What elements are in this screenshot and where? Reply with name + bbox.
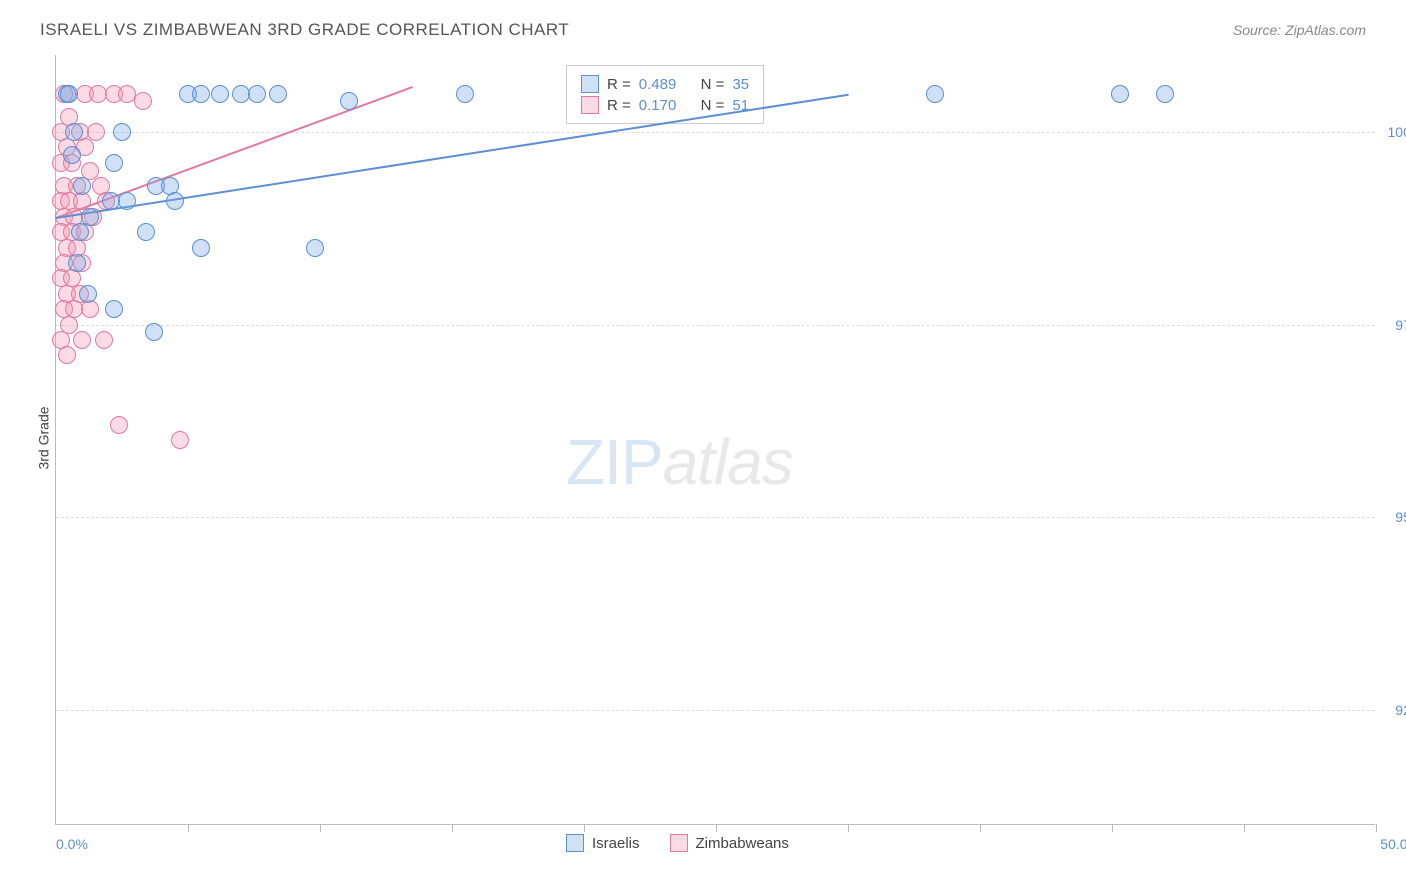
legend-item-zimbabweans: Zimbabweans — [670, 834, 789, 852]
chart-header: ISRAELI VS ZIMBABWEAN 3RD GRADE CORRELAT… — [40, 20, 1366, 40]
gridline — [56, 517, 1375, 518]
n-label: N = — [701, 97, 725, 114]
stats-row-israelis: R = 0.489 N = 35 — [581, 75, 749, 93]
data-point — [87, 123, 105, 141]
data-point — [95, 331, 113, 349]
data-point — [113, 123, 131, 141]
data-point — [269, 85, 287, 103]
data-point — [73, 177, 91, 195]
n-value-israelis: 35 — [732, 76, 749, 93]
x-tick — [320, 824, 321, 832]
data-point — [60, 85, 78, 103]
x-axis-min-label: 0.0% — [56, 836, 88, 852]
data-point — [306, 239, 324, 257]
x-tick — [980, 824, 981, 832]
swatch-israelis — [581, 75, 599, 93]
y-axis-label: 3rd Grade — [36, 406, 52, 469]
data-point — [81, 208, 99, 226]
x-tick — [716, 824, 717, 832]
x-axis-max-label: 50.0% — [1380, 836, 1406, 852]
data-point — [105, 300, 123, 318]
r-label: R = — [607, 76, 631, 93]
watermark-zip: ZIP — [566, 426, 663, 498]
data-point — [63, 146, 81, 164]
watermark: ZIPatlas — [566, 425, 793, 499]
data-point — [926, 85, 944, 103]
data-point — [81, 300, 99, 318]
series-legend: Israelis Zimbabweans — [566, 834, 789, 852]
stats-row-zimbabweans: R = 0.170 N = 51 — [581, 96, 749, 114]
y-tick-label: 92.5% — [1380, 702, 1406, 718]
data-point — [211, 85, 229, 103]
scatter-chart: ZIPatlas R = 0.489 N = 35 R = 0.170 N = … — [55, 55, 1375, 825]
data-point — [192, 239, 210, 257]
legend-label-israelis: Israelis — [592, 835, 640, 852]
data-point — [118, 192, 136, 210]
x-tick — [848, 824, 849, 832]
stats-legend-box: R = 0.489 N = 35 R = 0.170 N = 51 — [566, 65, 764, 124]
swatch-israelis — [566, 834, 584, 852]
legend-label-zimbabweans: Zimbabweans — [696, 835, 789, 852]
x-tick — [1112, 824, 1113, 832]
y-tick-label: 100.0% — [1380, 124, 1406, 140]
data-point — [110, 416, 128, 434]
data-point — [1111, 85, 1129, 103]
data-point — [137, 223, 155, 241]
x-tick — [1376, 824, 1377, 832]
gridline — [56, 710, 1375, 711]
data-point — [166, 192, 184, 210]
swatch-zimbabweans — [670, 834, 688, 852]
legend-item-israelis: Israelis — [566, 834, 640, 852]
data-point — [145, 323, 163, 341]
data-point — [248, 85, 266, 103]
watermark-atlas: atlas — [663, 426, 793, 498]
data-point — [192, 85, 210, 103]
gridline — [56, 325, 1375, 326]
y-tick-label: 97.5% — [1380, 317, 1406, 333]
data-point — [73, 331, 91, 349]
swatch-zimbabweans — [581, 96, 599, 114]
data-point — [134, 92, 152, 110]
n-label: N = — [701, 76, 725, 93]
r-value-israelis: 0.489 — [639, 76, 677, 93]
y-tick-label: 95.0% — [1380, 509, 1406, 525]
r-label: R = — [607, 97, 631, 114]
source-label: Source: — [1233, 22, 1285, 38]
x-tick — [188, 824, 189, 832]
x-tick — [584, 824, 585, 832]
x-tick — [452, 824, 453, 832]
x-tick — [1244, 824, 1245, 832]
data-point — [456, 85, 474, 103]
data-point — [171, 431, 189, 449]
data-point — [65, 123, 83, 141]
data-point — [79, 285, 97, 303]
data-point — [58, 346, 76, 364]
data-point — [71, 223, 89, 241]
chart-title: ISRAELI VS ZIMBABWEAN 3RD GRADE CORRELAT… — [40, 20, 569, 40]
data-point — [105, 154, 123, 172]
source-attribution: Source: ZipAtlas.com — [1233, 22, 1366, 38]
data-point — [340, 92, 358, 110]
data-point — [1156, 85, 1174, 103]
source-name: ZipAtlas.com — [1285, 22, 1366, 38]
r-value-zimbabweans: 0.170 — [639, 97, 677, 114]
data-point — [68, 254, 86, 272]
gridline — [56, 132, 1375, 133]
